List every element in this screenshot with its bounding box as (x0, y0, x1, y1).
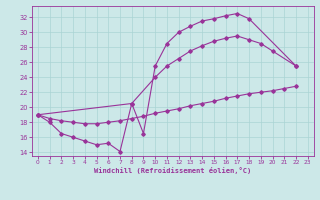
X-axis label: Windchill (Refroidissement éolien,°C): Windchill (Refroidissement éolien,°C) (94, 167, 252, 174)
